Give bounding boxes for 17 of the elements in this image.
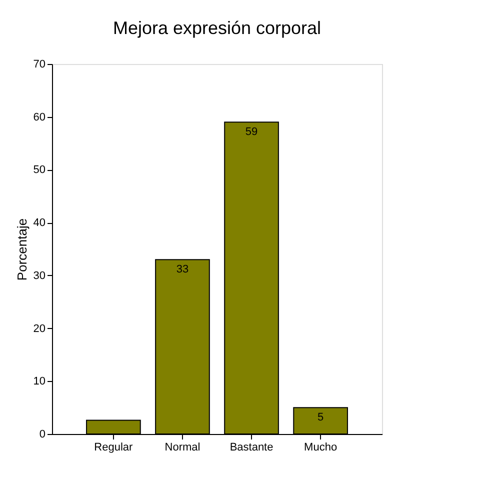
x-tick-label: Normal [164,442,200,454]
data-label: 33 [176,264,189,276]
y-tick-label: 20 [33,322,46,335]
y-tick-label: 60 [33,111,46,124]
x-tick-label: Bastante [230,442,274,454]
y-tick-label: 10 [33,376,46,388]
y-tick-label: 70 [33,58,46,70]
y-tick-label: 0 [39,428,46,440]
chart-title: Mejora expresión corporal [112,18,322,38]
x-tick-label: Regular [94,442,134,454]
y-axis-title: Porcentaje [14,218,30,281]
y-tick-label: 50 [33,164,46,176]
data-label: 59 [245,126,258,138]
data-label: 5 [317,412,324,424]
y-tick-label: 40 [33,217,46,230]
y-tick-label: 30 [33,270,46,282]
x-tick-label: Mucho [304,442,338,454]
